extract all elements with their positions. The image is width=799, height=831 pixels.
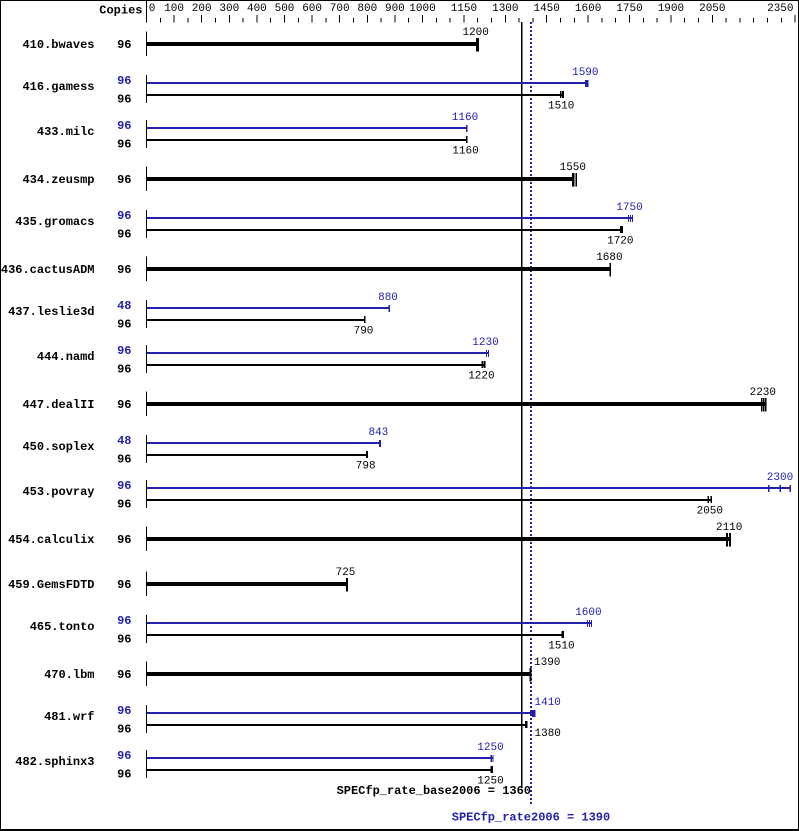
svg-text:1600: 1600 bbox=[575, 607, 601, 619]
svg-text:96: 96 bbox=[117, 119, 131, 133]
svg-text:96: 96 bbox=[117, 704, 131, 718]
svg-text:Copies: Copies bbox=[99, 4, 142, 18]
svg-text:1150: 1150 bbox=[451, 3, 477, 15]
svg-text:96: 96 bbox=[117, 578, 131, 592]
svg-text:470.lbm: 470.lbm bbox=[44, 668, 94, 682]
svg-text:700: 700 bbox=[330, 3, 350, 15]
svg-text:96: 96 bbox=[117, 723, 131, 737]
svg-text:1510: 1510 bbox=[548, 101, 574, 113]
svg-text:436.cactusADM: 436.cactusADM bbox=[1, 263, 95, 277]
svg-text:96: 96 bbox=[117, 228, 131, 242]
svg-text:1160: 1160 bbox=[452, 112, 478, 124]
svg-text:725: 725 bbox=[336, 567, 356, 579]
svg-text:481.wrf: 481.wrf bbox=[44, 710, 94, 724]
svg-text:1750: 1750 bbox=[616, 3, 642, 15]
svg-text:482.sphinx3: 482.sphinx3 bbox=[15, 755, 94, 769]
svg-text:1300: 1300 bbox=[492, 3, 518, 15]
svg-text:410.bwaves: 410.bwaves bbox=[22, 38, 94, 52]
svg-text:96: 96 bbox=[117, 768, 131, 782]
svg-text:96: 96 bbox=[117, 668, 131, 682]
svg-text:2050: 2050 bbox=[697, 506, 723, 518]
svg-text:96: 96 bbox=[117, 318, 131, 332]
svg-text:96: 96 bbox=[117, 749, 131, 763]
svg-text:798: 798 bbox=[356, 461, 376, 473]
svg-text:1590: 1590 bbox=[572, 67, 598, 79]
svg-text:200: 200 bbox=[192, 3, 212, 15]
svg-text:96: 96 bbox=[117, 633, 131, 647]
svg-text:96: 96 bbox=[117, 138, 131, 152]
svg-text:96: 96 bbox=[117, 209, 131, 223]
svg-text:SPECfp_rate2006 = 1390: SPECfp_rate2006 = 1390 bbox=[452, 811, 610, 825]
svg-text:1720: 1720 bbox=[607, 236, 633, 248]
svg-text:2350: 2350 bbox=[767, 3, 793, 15]
svg-text:454.calculix: 454.calculix bbox=[8, 533, 94, 547]
svg-text:1410: 1410 bbox=[535, 697, 561, 709]
svg-text:1550: 1550 bbox=[560, 162, 586, 174]
svg-text:2230: 2230 bbox=[750, 387, 776, 399]
svg-text:96: 96 bbox=[117, 498, 131, 512]
svg-text:SPECfp_rate_base2006 = 1360: SPECfp_rate_base2006 = 1360 bbox=[337, 784, 531, 798]
svg-text:96: 96 bbox=[117, 93, 131, 107]
svg-text:300: 300 bbox=[219, 3, 239, 15]
svg-text:790: 790 bbox=[354, 326, 374, 338]
svg-text:96: 96 bbox=[117, 263, 131, 277]
svg-text:1900: 1900 bbox=[658, 3, 684, 15]
svg-text:1230: 1230 bbox=[472, 337, 498, 349]
svg-text:48: 48 bbox=[117, 434, 131, 448]
svg-text:1000: 1000 bbox=[409, 3, 435, 15]
svg-text:1390: 1390 bbox=[534, 657, 560, 669]
svg-text:450.soplex: 450.soplex bbox=[22, 440, 94, 454]
svg-text:416.gamess: 416.gamess bbox=[22, 80, 94, 94]
svg-text:96: 96 bbox=[117, 363, 131, 377]
svg-text:2050: 2050 bbox=[699, 3, 725, 15]
svg-text:843: 843 bbox=[368, 427, 388, 439]
svg-text:96: 96 bbox=[117, 74, 131, 88]
svg-text:100: 100 bbox=[164, 3, 184, 15]
svg-text:96: 96 bbox=[117, 344, 131, 358]
svg-text:1680: 1680 bbox=[596, 252, 622, 264]
svg-text:880: 880 bbox=[378, 292, 398, 304]
svg-text:459.GemsFDTD: 459.GemsFDTD bbox=[8, 578, 94, 592]
svg-text:1750: 1750 bbox=[616, 202, 642, 214]
svg-text:500: 500 bbox=[275, 3, 295, 15]
svg-text:435.gromacs: 435.gromacs bbox=[15, 215, 94, 229]
svg-text:453.povray: 453.povray bbox=[22, 485, 94, 499]
svg-text:1250: 1250 bbox=[477, 742, 503, 754]
svg-text:433.milc: 433.milc bbox=[37, 125, 95, 139]
svg-text:444.namd: 444.namd bbox=[37, 350, 95, 364]
svg-text:1600: 1600 bbox=[575, 3, 601, 15]
svg-text:1220: 1220 bbox=[468, 371, 494, 383]
svg-text:600: 600 bbox=[302, 3, 322, 15]
svg-text:465.tonto: 465.tonto bbox=[30, 620, 95, 634]
svg-text:1250: 1250 bbox=[477, 776, 503, 788]
svg-text:96: 96 bbox=[117, 173, 131, 187]
svg-text:0: 0 bbox=[149, 3, 156, 15]
svg-text:96: 96 bbox=[117, 398, 131, 412]
svg-text:96: 96 bbox=[117, 479, 131, 493]
svg-text:1160: 1160 bbox=[452, 146, 478, 158]
svg-text:1450: 1450 bbox=[533, 3, 559, 15]
svg-text:96: 96 bbox=[117, 453, 131, 467]
svg-text:1200: 1200 bbox=[462, 27, 488, 39]
svg-text:2110: 2110 bbox=[716, 522, 742, 534]
svg-text:2300: 2300 bbox=[767, 472, 793, 484]
svg-text:447.dealII: 447.dealII bbox=[22, 398, 94, 412]
svg-text:1380: 1380 bbox=[535, 728, 561, 740]
svg-text:800: 800 bbox=[357, 3, 377, 15]
svg-text:1510: 1510 bbox=[548, 641, 574, 653]
svg-text:96: 96 bbox=[117, 533, 131, 547]
svg-text:437.leslie3d: 437.leslie3d bbox=[8, 305, 94, 319]
svg-text:900: 900 bbox=[385, 3, 405, 15]
svg-text:96: 96 bbox=[117, 38, 131, 52]
svg-text:48: 48 bbox=[117, 299, 131, 313]
svg-text:96: 96 bbox=[117, 614, 131, 628]
svg-text:400: 400 bbox=[247, 3, 267, 15]
svg-text:434.zeusmp: 434.zeusmp bbox=[22, 173, 94, 187]
